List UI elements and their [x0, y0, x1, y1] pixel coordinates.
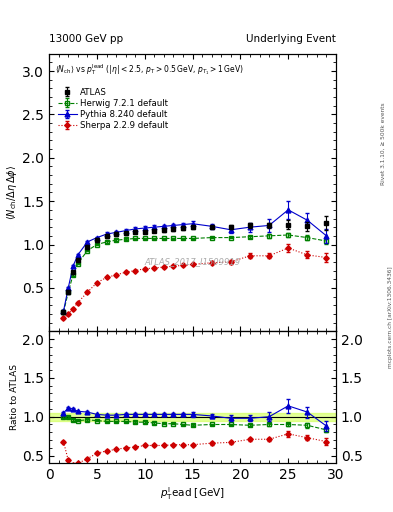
Legend: ATLAS, Herwig 7.2.1 default, Pythia 8.240 default, Sherpa 2.2.9 default: ATLAS, Herwig 7.2.1 default, Pythia 8.24…: [56, 86, 171, 132]
Y-axis label: Ratio to ATLAS: Ratio to ATLAS: [11, 365, 20, 430]
Text: Rivet 3.1.10, ≥ 500k events: Rivet 3.1.10, ≥ 500k events: [381, 102, 386, 185]
X-axis label: $p_\mathrm{T}^\mathrm{l}$ead [GeV]: $p_\mathrm{T}^\mathrm{l}$ead [GeV]: [160, 485, 225, 502]
Text: ATLAS_2017_I1509919: ATLAS_2017_I1509919: [145, 258, 241, 266]
Text: $\langle N_\mathrm{ch}\rangle$ vs $p_\mathrm{T}^\mathrm{lead}$ ($|\eta|<2.5,\,p_: $\langle N_\mathrm{ch}\rangle$ vs $p_\ma…: [55, 62, 244, 77]
Text: mcplots.cern.ch [arXiv:1306.3436]: mcplots.cern.ch [arXiv:1306.3436]: [388, 267, 393, 368]
Text: Underlying Event: Underlying Event: [246, 33, 336, 44]
Bar: [49, 413, 336, 421]
Y-axis label: $\langle N_\mathrm{ch}/\Delta\eta\,\Delta\phi\rangle$: $\langle N_\mathrm{ch}/\Delta\eta\,\Delt…: [6, 165, 20, 220]
Text: 13000 GeV pp: 13000 GeV pp: [49, 33, 123, 44]
